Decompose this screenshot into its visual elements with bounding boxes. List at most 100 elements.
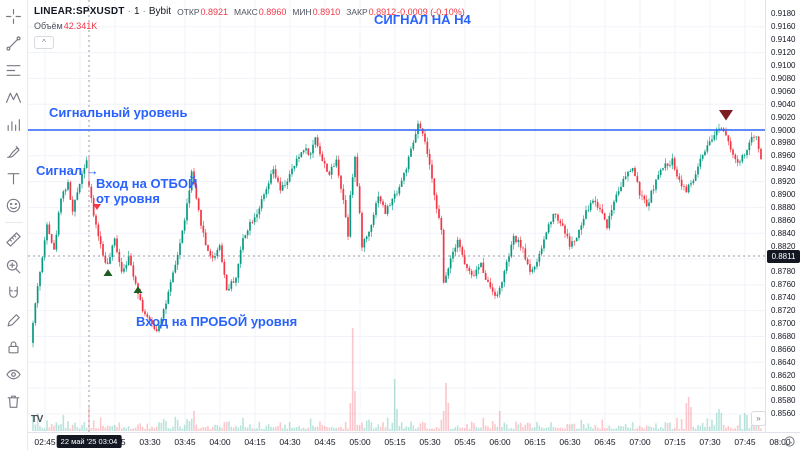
time-tick-label: 02:45 — [34, 437, 56, 447]
crosshair-price-label: 0.8811 — [767, 249, 800, 263]
time-tick-label: 05:30 — [419, 437, 441, 447]
candlestick-series — [32, 120, 762, 348]
tool-trend-line[interactable] — [1, 30, 27, 57]
time-tick-label: 04:45 — [314, 437, 336, 447]
tool-crosshair[interactable] — [1, 3, 27, 30]
tool-forecast[interactable] — [1, 111, 27, 138]
remove-all-icon — [7, 395, 20, 408]
exchange-name: Bybit — [148, 6, 172, 17]
tool-remove-all[interactable] — [1, 388, 27, 415]
price-tick-label: 0.8740 — [771, 293, 796, 303]
clock-icon[interactable] — [784, 436, 795, 447]
sell-marker[interactable] — [719, 110, 733, 121]
zoom-in-icon — [6, 259, 21, 274]
annotation-entry-bounce[interactable]: Вход на ОТБОЙ от уровня — [96, 176, 198, 206]
tool-measure[interactable] — [1, 226, 27, 253]
chart-pane[interactable] — [28, 0, 765, 432]
price-tick-label: 0.8940 — [771, 164, 796, 174]
tool-brush[interactable] — [1, 138, 27, 165]
buy-marker[interactable] — [103, 269, 113, 276]
change-value: -0.0009 (-0.10%) — [397, 7, 465, 17]
tradingview-logo[interactable]: TV — [31, 414, 43, 425]
time-tick-label: 05:45 — [454, 437, 476, 447]
tool-drawing-mode[interactable] — [1, 307, 27, 334]
price-tick-label: 0.9120 — [771, 48, 796, 58]
tool-emoji[interactable] — [1, 192, 27, 219]
annotation-signal-level[interactable]: Сигнальный уровень — [49, 105, 188, 120]
price-tick-label: 0.8880 — [771, 202, 796, 212]
lock-all-icon — [8, 341, 19, 354]
time-tick-label: 07:15 — [664, 437, 686, 447]
tool-zoom-in[interactable] — [1, 253, 27, 280]
price-tick-label: 0.8680 — [771, 331, 796, 341]
open-value: 0.8921 — [200, 7, 229, 17]
trend-line-icon — [6, 36, 21, 51]
tool-text[interactable] — [1, 165, 27, 192]
volume-label: Объём — [34, 21, 63, 31]
time-tick-label: 06:00 — [489, 437, 511, 447]
toolbar-divider — [4, 222, 23, 223]
emoji-icon — [6, 198, 21, 213]
price-tick-label: 0.9000 — [771, 125, 796, 135]
price-tick-label: 0.8660 — [771, 344, 796, 354]
close-label: ЗАКР — [346, 7, 368, 17]
annotation-signal-h4[interactable]: СИГНАЛ НА Н4 — [374, 12, 471, 27]
text-icon — [7, 173, 20, 185]
pane-collapse-button[interactable]: ^ — [34, 36, 54, 49]
scroll-to-latest-button[interactable]: » — [751, 411, 766, 426]
magnet-icon — [9, 286, 18, 298]
buy-marker[interactable] — [133, 286, 143, 293]
price-tick-label: 0.8900 — [771, 190, 796, 200]
time-tick-label: 07:00 — [629, 437, 651, 447]
hide-all-icon — [6, 369, 21, 380]
time-axis[interactable]: 02:4503:0003:1503:3003:4504:0004:1504:30… — [0, 432, 800, 450]
high-label: МАКС — [234, 7, 258, 17]
price-axis[interactable]: 0.8811 0.9180 0.9160 0.9140 0.9120 0.9100 0.9… — [765, 0, 800, 432]
time-tick-label: 03:30 — [139, 437, 161, 447]
price-tick-label: 0.8700 — [771, 319, 796, 329]
price-tick-label: 0.8600 — [771, 383, 796, 393]
tool-fib-retracement[interactable] — [1, 57, 27, 84]
crosshair-time-label: 22 май '25 03:04 — [56, 435, 122, 448]
tool-xabcd-pattern[interactable] — [1, 84, 27, 111]
price-tick-label: 0.8960 — [771, 151, 796, 161]
annotation-entry-break[interactable]: Вход на ПРОБОЙ уровня — [136, 314, 298, 329]
fib-retracement-icon — [6, 65, 21, 76]
time-tick-label: 06:15 — [524, 437, 546, 447]
time-tick-label: 05:00 — [349, 437, 371, 447]
price-tick-label: 0.8920 — [771, 177, 796, 187]
time-tick-label: 05:15 — [384, 437, 406, 447]
brush-icon — [7, 146, 20, 158]
sell-marker[interactable] — [93, 204, 101, 210]
tool-hide-all[interactable] — [1, 361, 27, 388]
price-tick-label: 0.9040 — [771, 99, 796, 109]
price-tick-label: 0.8820 — [771, 241, 796, 251]
price-tick-label: 0.8580 — [771, 396, 796, 406]
tool-lock-all[interactable] — [1, 334, 27, 361]
arrow-right-icon: → — [85, 163, 99, 178]
xabcd-pattern-icon — [6, 92, 21, 103]
grid — [28, 0, 765, 432]
open-label: ОТКР — [177, 7, 200, 17]
time-tick-label: 04:15 — [244, 437, 266, 447]
symbol-name[interactable]: LINEAR:SPXUSDT — [34, 6, 125, 17]
price-tick-label: 0.9160 — [771, 22, 796, 32]
price-tick-label: 0.8840 — [771, 228, 796, 238]
time-tick-label: 06:30 — [559, 437, 581, 447]
tool-magnet[interactable] — [1, 280, 27, 307]
close-value: 0.8912 — [368, 7, 397, 17]
time-tick-label: 06:45 — [594, 437, 616, 447]
price-tick-label: 0.9080 — [771, 73, 796, 83]
price-tick-label: 0.8620 — [771, 370, 796, 380]
candlestick-chart — [28, 0, 765, 432]
annotation-signal[interactable]: Сигнал → — [36, 163, 99, 178]
interval-value[interactable]: 1 — [133, 6, 140, 17]
price-tick-label: 0.8980 — [771, 138, 796, 148]
price-tick-label: 0.8860 — [771, 215, 796, 225]
volume-value: 42.341K — [63, 21, 98, 31]
drawing-toolbar — [0, 0, 28, 450]
price-tick-label: 0.8640 — [771, 357, 796, 367]
drawing-mode-icon — [7, 314, 20, 327]
price-tick-label: 0.8720 — [771, 306, 796, 316]
